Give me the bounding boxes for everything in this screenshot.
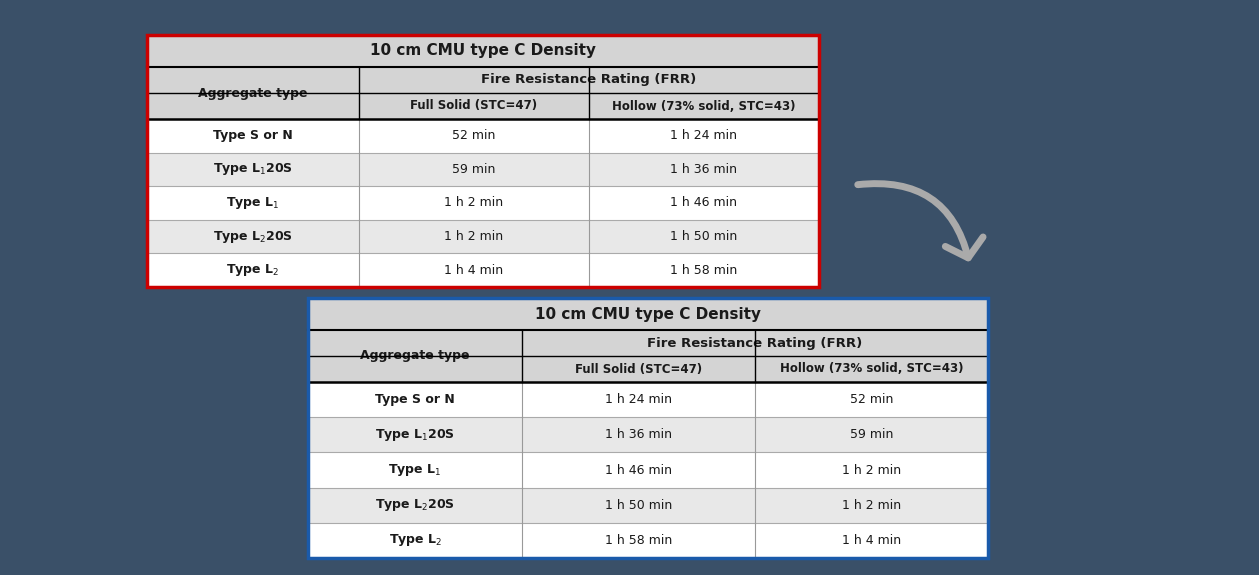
Text: 10 cm CMU type C Density: 10 cm CMU type C Density xyxy=(535,306,760,321)
Text: 52 min: 52 min xyxy=(452,129,496,142)
Text: 1 h 4 min: 1 h 4 min xyxy=(842,534,901,547)
Text: Hollow (73% solid, STC=43): Hollow (73% solid, STC=43) xyxy=(779,362,963,375)
Bar xyxy=(522,330,988,356)
Text: 10 cm CMU type C Density: 10 cm CMU type C Density xyxy=(370,44,596,59)
Bar xyxy=(589,254,820,287)
Bar xyxy=(359,119,589,152)
Text: 1 h 24 min: 1 h 24 min xyxy=(606,393,672,406)
Bar xyxy=(147,152,359,186)
Text: 1 h 2 min: 1 h 2 min xyxy=(444,230,504,243)
Text: Type L$_1$: Type L$_1$ xyxy=(227,195,279,211)
Bar xyxy=(147,254,359,287)
Bar xyxy=(308,298,988,558)
Text: 1 h 58 min: 1 h 58 min xyxy=(606,534,672,547)
Bar xyxy=(522,523,755,558)
Text: Type L$_2$: Type L$_2$ xyxy=(227,262,279,278)
Text: 1 h 58 min: 1 h 58 min xyxy=(670,264,738,277)
Text: 1 h 46 min: 1 h 46 min xyxy=(671,197,738,209)
Text: 1 h 24 min: 1 h 24 min xyxy=(671,129,738,142)
Text: 52 min: 52 min xyxy=(850,393,893,406)
Text: Full Solid (STC=47): Full Solid (STC=47) xyxy=(575,362,703,375)
Text: Type L$_1$20S: Type L$_1$20S xyxy=(375,427,454,443)
Text: Full Solid (STC=47): Full Solid (STC=47) xyxy=(410,99,538,113)
Bar xyxy=(522,488,755,523)
Text: 59 min: 59 min xyxy=(850,428,893,441)
Text: 1 h 4 min: 1 h 4 min xyxy=(444,264,504,277)
Bar xyxy=(308,488,522,523)
Bar xyxy=(147,186,359,220)
Bar xyxy=(308,382,522,417)
Text: Type S or N: Type S or N xyxy=(375,393,454,406)
Bar xyxy=(522,453,755,488)
Bar xyxy=(589,152,820,186)
Bar xyxy=(589,186,820,220)
Text: 1 h 50 min: 1 h 50 min xyxy=(606,499,672,512)
Bar xyxy=(359,152,589,186)
Bar xyxy=(147,35,820,287)
Bar xyxy=(308,298,988,330)
Bar xyxy=(147,35,820,67)
Text: Aggregate type: Aggregate type xyxy=(198,86,307,99)
Bar xyxy=(522,382,755,417)
Bar xyxy=(359,220,589,254)
Bar xyxy=(589,119,820,152)
Text: 1 h 2 min: 1 h 2 min xyxy=(444,197,504,209)
Text: 1 h 36 min: 1 h 36 min xyxy=(671,163,738,176)
Text: Aggregate type: Aggregate type xyxy=(360,350,470,362)
Text: Type L$_2$20S: Type L$_2$20S xyxy=(375,497,454,513)
Bar xyxy=(308,330,522,382)
Bar xyxy=(147,220,359,254)
Bar xyxy=(755,488,988,523)
Text: Fire Resistance Rating (FRR): Fire Resistance Rating (FRR) xyxy=(647,336,862,350)
Text: 1 h 50 min: 1 h 50 min xyxy=(670,230,738,243)
Bar xyxy=(359,93,589,119)
Bar xyxy=(589,220,820,254)
Bar xyxy=(359,186,589,220)
Bar xyxy=(755,523,988,558)
Bar xyxy=(755,417,988,453)
Text: Type L$_1$20S: Type L$_1$20S xyxy=(213,162,293,178)
Text: 1 h 46 min: 1 h 46 min xyxy=(606,463,672,477)
Bar xyxy=(147,119,359,152)
Bar xyxy=(308,453,522,488)
Bar xyxy=(589,93,820,119)
Bar xyxy=(522,356,755,382)
Text: Type L$_2$: Type L$_2$ xyxy=(389,532,442,549)
Text: 59 min: 59 min xyxy=(452,163,496,176)
Bar xyxy=(147,35,820,287)
Bar xyxy=(755,356,988,382)
Bar xyxy=(308,298,988,558)
Text: Type L$_2$20S: Type L$_2$20S xyxy=(213,229,293,244)
Text: 1 h 2 min: 1 h 2 min xyxy=(842,463,901,477)
Bar xyxy=(359,67,820,93)
Bar xyxy=(147,67,359,119)
Text: Fire Resistance Rating (FRR): Fire Resistance Rating (FRR) xyxy=(481,74,696,86)
Text: Type S or N: Type S or N xyxy=(213,129,292,142)
Text: Type L$_1$: Type L$_1$ xyxy=(389,462,442,478)
Bar xyxy=(755,382,988,417)
Bar xyxy=(359,254,589,287)
Bar xyxy=(755,453,988,488)
Text: 1 h 2 min: 1 h 2 min xyxy=(842,499,901,512)
Bar xyxy=(308,417,522,453)
Text: 1 h 36 min: 1 h 36 min xyxy=(606,428,672,441)
Text: Hollow (73% solid, STC=43): Hollow (73% solid, STC=43) xyxy=(612,99,796,113)
FancyArrowPatch shape xyxy=(857,183,983,258)
Bar xyxy=(522,417,755,453)
Bar xyxy=(308,523,522,558)
